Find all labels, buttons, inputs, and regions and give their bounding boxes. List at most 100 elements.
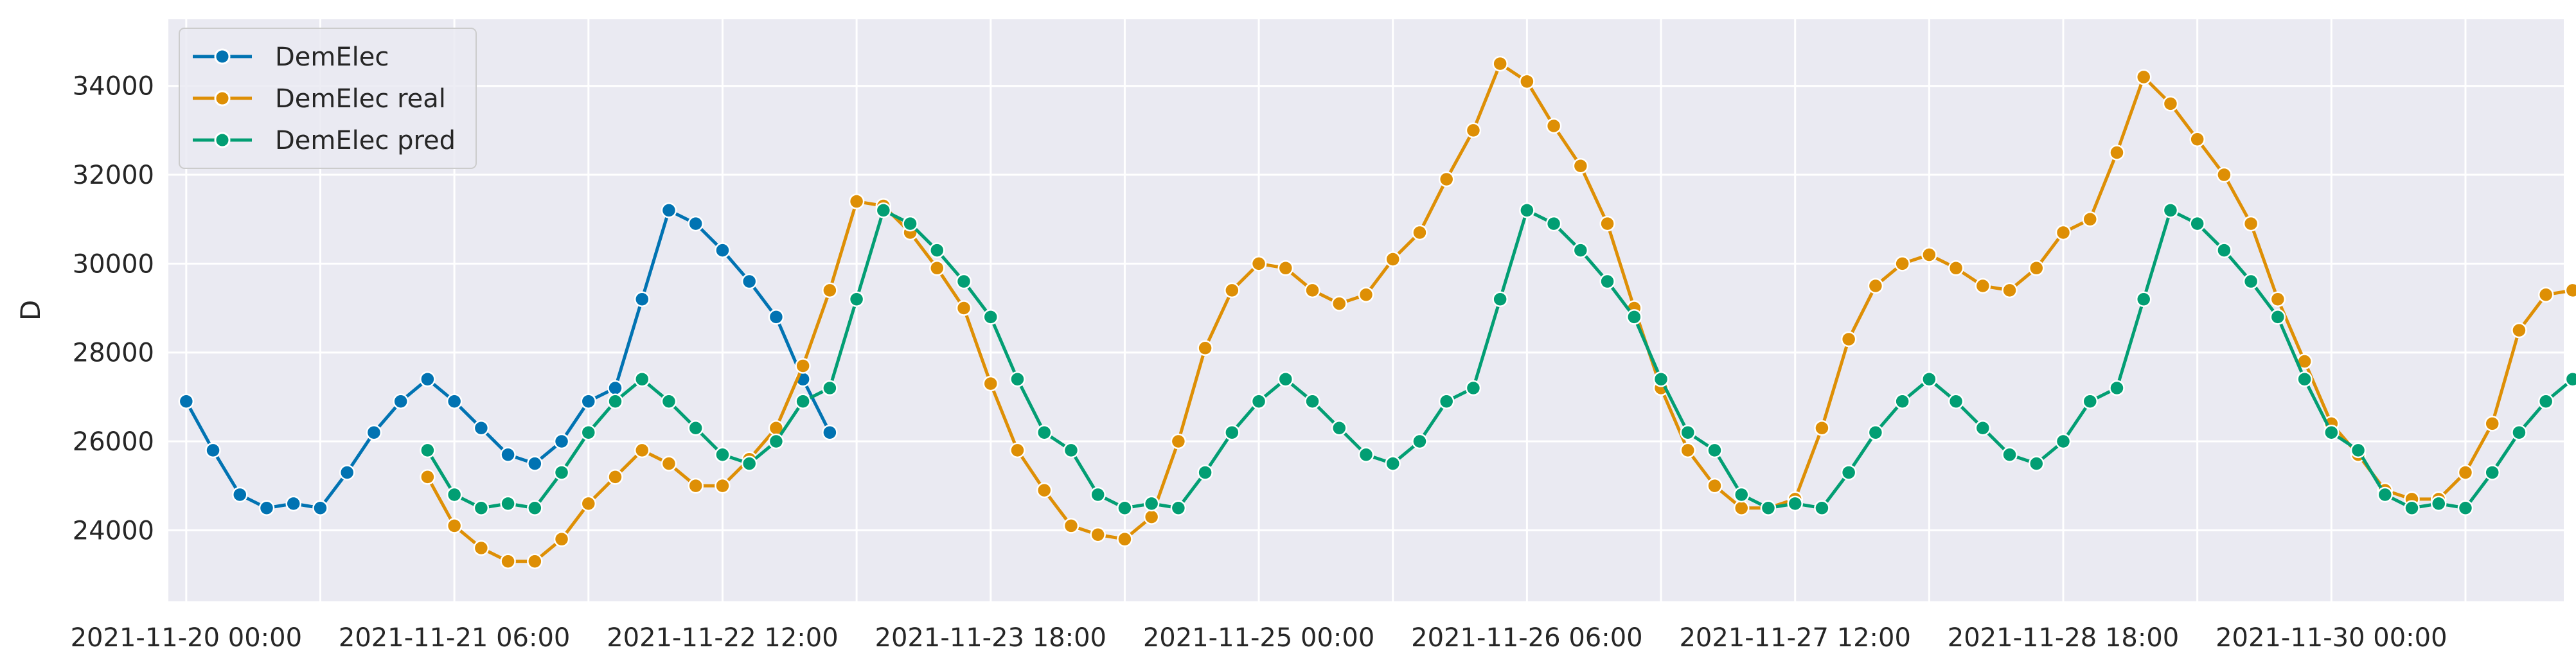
data-point-demelec-real <box>1224 282 1240 299</box>
legend-label-demelec-real: DemElec real <box>275 84 446 114</box>
data-point-demelec-real <box>2484 416 2500 432</box>
data-point-demelec-real <box>553 531 570 547</box>
data-point-demelec-real <box>688 477 704 494</box>
data-point-demelec-pred <box>2270 309 2286 325</box>
data-point-demelec-real <box>2189 131 2205 147</box>
data-point-demelec-pred <box>795 393 811 410</box>
data-point-demelec <box>580 393 597 410</box>
data-point-demelec-pred <box>1331 420 1347 436</box>
data-point-demelec-pred <box>2431 495 2447 512</box>
data-point-demelec-pred <box>1143 495 1160 512</box>
data-point-demelec <box>661 202 677 218</box>
data-point-demelec <box>768 309 785 325</box>
data-point-demelec-pred <box>420 442 436 459</box>
data-point-demelec-real <box>1492 55 1508 72</box>
data-point-demelec-real <box>420 469 436 485</box>
data-point-demelec-real <box>2002 282 2018 299</box>
y-tick-label: 26000 <box>73 427 154 457</box>
data-point-demelec <box>420 371 436 387</box>
data-point-demelec-pred <box>1277 371 1294 387</box>
data-point-demelec <box>715 242 731 258</box>
data-point-demelec-pred <box>1170 500 1187 517</box>
data-point-demelec-real <box>2243 215 2259 232</box>
data-point-demelec-pred <box>446 486 463 503</box>
data-point-demelec-real <box>1331 296 1347 312</box>
data-point-demelec <box>232 486 248 503</box>
data-point-demelec-pred <box>1975 420 1991 436</box>
data-point-demelec-pred <box>1304 393 1320 410</box>
legend-label-demelec-pred: DemElec pred <box>275 126 456 155</box>
data-point-demelec-real <box>848 193 865 209</box>
data-point-demelec-pred <box>553 464 570 481</box>
data-point-demelec-pred <box>473 500 490 517</box>
data-point-demelec-real <box>1170 433 1187 450</box>
legend-marker-demelec <box>214 48 231 65</box>
legend-marker-demelec-real <box>214 90 231 107</box>
data-point-demelec-real <box>929 260 945 276</box>
data-point-demelec-real <box>1975 278 1991 294</box>
data-point-demelec-pred <box>1197 464 1213 481</box>
data-point-demelec-real <box>1948 260 1964 276</box>
data-point-demelec-pred <box>2055 433 2072 450</box>
data-point-demelec <box>607 380 623 396</box>
data-point-demelec-real <box>2162 96 2179 112</box>
data-point-demelec-real <box>580 495 597 512</box>
data-point-demelec <box>446 393 463 410</box>
data-point-demelec-real <box>822 282 838 299</box>
data-point-demelec <box>741 273 758 290</box>
data-point-demelec-real <box>1707 477 1723 494</box>
data-point-demelec-real <box>2135 69 2152 85</box>
data-point-demelec-pred <box>1117 500 1133 517</box>
data-point-demelec-pred <box>1036 424 1053 441</box>
data-point-demelec-pred <box>1814 500 1830 517</box>
data-point-demelec-real <box>2109 145 2125 161</box>
data-point-demelec-pred <box>1599 273 1615 290</box>
data-point-demelec-real <box>1358 287 1374 303</box>
x-tick-label: 2021-11-25 00:00 <box>1143 623 1374 653</box>
data-point-demelec-real <box>2537 287 2554 303</box>
data-point-demelec-pred <box>875 202 892 218</box>
data-point-demelec <box>527 455 543 472</box>
data-point-demelec-real <box>2029 260 2045 276</box>
data-point-demelec-pred <box>1626 309 1642 325</box>
y-tick-label: 28000 <box>73 339 154 368</box>
x-tick-label: 2021-11-28 18:00 <box>1948 623 2179 653</box>
data-point-demelec-real <box>2055 224 2072 241</box>
data-point-demelec-pred <box>2484 464 2500 481</box>
data-point-demelec-real <box>1840 331 1857 348</box>
data-point-demelec-pred <box>741 455 758 472</box>
data-point-demelec-pred <box>2189 215 2205 232</box>
data-point-demelec-real <box>661 455 677 472</box>
data-point-demelec-pred <box>2404 500 2420 517</box>
data-point-demelec <box>634 291 650 307</box>
data-point-demelec-real <box>1304 282 1320 299</box>
data-point-demelec <box>500 447 516 463</box>
data-point-demelec-pred <box>2350 442 2367 459</box>
data-point-demelec-pred <box>1787 495 1803 512</box>
data-point-demelec-pred <box>902 215 918 232</box>
data-point-demelec-pred <box>2216 242 2232 258</box>
data-point-demelec <box>473 420 490 436</box>
y-tick-label: 34000 <box>73 72 154 102</box>
x-tick-label: 2021-11-20 00:00 <box>71 623 302 653</box>
data-point-demelec <box>339 464 355 481</box>
y-tick-label: 30000 <box>73 249 154 279</box>
data-point-demelec-real <box>1009 442 1026 459</box>
data-point-demelec-pred <box>1653 371 1669 387</box>
data-point-demelec-pred <box>1492 291 1508 307</box>
y-tick-labels: 24000 26000 28000 30000 32000 34000 <box>73 72 154 546</box>
data-point-demelec-pred <box>2323 424 2340 441</box>
data-point-demelec-pred <box>1438 393 1455 410</box>
data-point-demelec <box>822 424 838 441</box>
y-tick-label: 24000 <box>73 516 154 545</box>
data-point-demelec-pred <box>848 291 865 307</box>
x-tick-label: 2021-11-26 06:00 <box>1411 623 1642 653</box>
data-point-demelec-pred <box>982 309 999 325</box>
series-layer <box>178 55 2576 570</box>
data-point-demelec-pred <box>2537 393 2554 410</box>
x-tick-label: 2021-11-22 12:00 <box>607 623 838 653</box>
data-point-demelec-real <box>607 469 623 485</box>
y-tick-label: 32000 <box>73 161 154 190</box>
legend-label-demelec: DemElec <box>275 42 389 72</box>
data-point-demelec-real <box>1277 260 1294 276</box>
